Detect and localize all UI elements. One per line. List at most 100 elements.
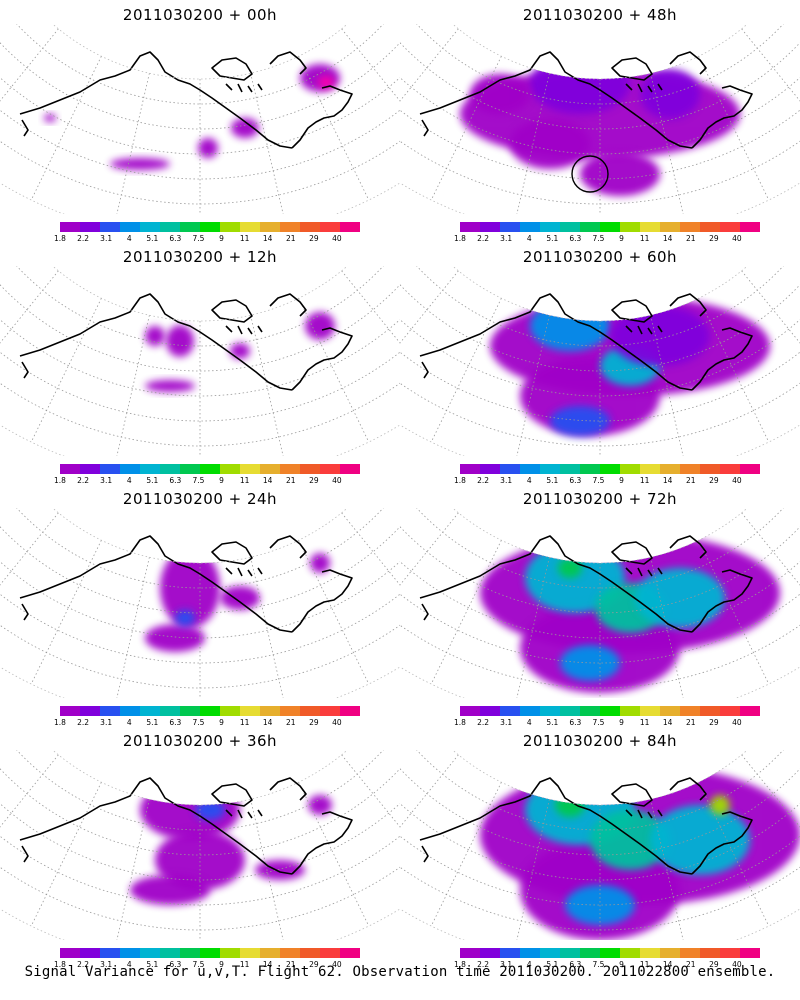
- variance-region: [470, 74, 530, 114]
- colorbar-swatch: [140, 222, 160, 232]
- colorbar-swatch: [500, 948, 520, 958]
- variance-region: [145, 624, 205, 652]
- colorbar-label: 9: [219, 234, 224, 243]
- colorbar-swatch: [700, 222, 720, 232]
- colorbar-swatch: [120, 464, 140, 474]
- colorbar-label: 7.5: [192, 476, 205, 485]
- colorbar-label: 14: [262, 960, 273, 969]
- colorbar-swatch: [60, 222, 80, 232]
- colorbar-label: 7.5: [192, 718, 205, 727]
- graticule: [400, 750, 800, 940]
- colorbar-label: 6.3: [569, 718, 582, 727]
- colorbar-swatch: [520, 948, 540, 958]
- colorbar-label: 7.5: [592, 960, 605, 969]
- colorbar-label: 21: [685, 476, 696, 485]
- graticule: [400, 508, 800, 698]
- colorbar-swatch: [320, 222, 340, 232]
- colorbar-swatch: [280, 706, 300, 716]
- colorbar-swatch: [680, 706, 700, 716]
- colorbar-label: 5.1: [146, 960, 159, 969]
- colorbar-swatch: [480, 464, 500, 474]
- colorbar-label: 4: [526, 476, 532, 485]
- colorbar-label: 21: [285, 476, 296, 485]
- colorbar-label: 29: [309, 234, 319, 243]
- colorbar-label: 2.2: [477, 718, 490, 727]
- panel-title: 2011030200 + 36h: [122, 732, 278, 750]
- colorbar-swatch: [720, 948, 740, 958]
- colorbar-label: 7.5: [592, 234, 605, 243]
- colorbar-label: 29: [709, 476, 719, 485]
- colorbar-label: 2.2: [477, 234, 490, 243]
- coastline: [419, 535, 753, 633]
- colorbar-label: 11: [639, 718, 650, 727]
- colorbar-label: 9: [619, 960, 624, 969]
- colorbar-swatch: [180, 948, 200, 958]
- colorbar-label: 4: [126, 718, 132, 727]
- colorbar-label: 40: [332, 234, 342, 243]
- colorbar-label: 6.3: [569, 960, 582, 969]
- colorbar-label: 3.1: [100, 718, 113, 727]
- colorbar-label: 21: [685, 234, 696, 243]
- map-panel-p48: 2011030200 + 48h 1.8 2.2 3.1 4 5.1 6.3 7.5 9 11 14…: [400, 0, 800, 243]
- colorbar-label: 29: [709, 718, 719, 727]
- colorbar-swatch: [200, 222, 220, 232]
- colorbar-label: 1.8: [454, 476, 466, 485]
- panel-title: 2011030200 + 84h: [522, 732, 678, 750]
- colorbar: [60, 706, 360, 716]
- colorbar-swatch: [460, 464, 480, 474]
- colorbar-swatch: [660, 222, 680, 232]
- colorbar-label: 9: [219, 476, 224, 485]
- colorbar-label: 14: [662, 960, 673, 969]
- colorbar-swatch: [580, 706, 600, 716]
- colorbar-swatch: [660, 948, 680, 958]
- colorbar-label: 4: [126, 960, 132, 969]
- colorbar-swatch: [120, 706, 140, 716]
- colorbar-label: 1.8: [454, 718, 466, 727]
- coastline: [419, 777, 753, 875]
- panel-title: 2011030200 + 24h: [122, 490, 278, 508]
- colorbar-label: 9: [619, 234, 624, 243]
- coastline: [419, 293, 753, 391]
- variance-region: [650, 805, 750, 875]
- colorbar-swatch: [240, 222, 260, 232]
- coastline: [19, 293, 353, 391]
- colorbar-label: 14: [662, 718, 673, 727]
- colorbar-label: 14: [262, 718, 273, 727]
- colorbar-swatch: [560, 948, 580, 958]
- colorbar-swatch: [200, 706, 220, 716]
- colorbar: [460, 706, 760, 716]
- colorbar-swatch: [260, 706, 280, 716]
- colorbar-swatch: [80, 464, 100, 474]
- colorbar-label: 9: [219, 960, 224, 969]
- colorbar-swatch: [320, 948, 340, 958]
- colorbar-swatch: [460, 222, 480, 232]
- colorbar-swatch: [480, 706, 500, 716]
- colorbar-label: 2.2: [77, 234, 90, 243]
- colorbar-label: 2.2: [477, 960, 490, 969]
- colorbar-swatch: [80, 222, 100, 232]
- colorbar-swatch: [140, 464, 160, 474]
- colorbar-swatch: [120, 948, 140, 958]
- colorbar-swatch: [200, 464, 220, 474]
- colorbar-label: 11: [239, 718, 250, 727]
- colorbar-swatch: [580, 948, 600, 958]
- panel-title: 2011030200 + 48h: [522, 6, 678, 24]
- variance-region: [610, 306, 710, 366]
- map-panel-p72: 2011030200 + 72h 1.8 2.2 3.1 4 5.1 6.3 7.5 9 11 14…: [400, 484, 800, 727]
- variance-region: [145, 380, 195, 392]
- polar-map: [400, 266, 800, 456]
- colorbar-label: 7.5: [192, 234, 205, 243]
- polar-map: [400, 508, 800, 698]
- colorbar-swatch: [580, 222, 600, 232]
- map-panel-p24: 2011030200 + 24h 1.8 2.2 3.1 4 5.1 6.3 7.5 9 11 14…: [0, 484, 400, 727]
- colorbar-label: 14: [262, 476, 273, 485]
- colorbar-swatch: [160, 222, 180, 232]
- colorbar-label: 40: [332, 960, 342, 969]
- colorbar-swatch: [520, 222, 540, 232]
- panel-title: 2011030200 + 60h: [522, 248, 678, 266]
- colorbar-label: 29: [309, 960, 319, 969]
- colorbar: [60, 948, 360, 958]
- colorbar-swatch: [340, 706, 360, 716]
- coastline: [19, 777, 353, 875]
- variance-region: [44, 114, 56, 122]
